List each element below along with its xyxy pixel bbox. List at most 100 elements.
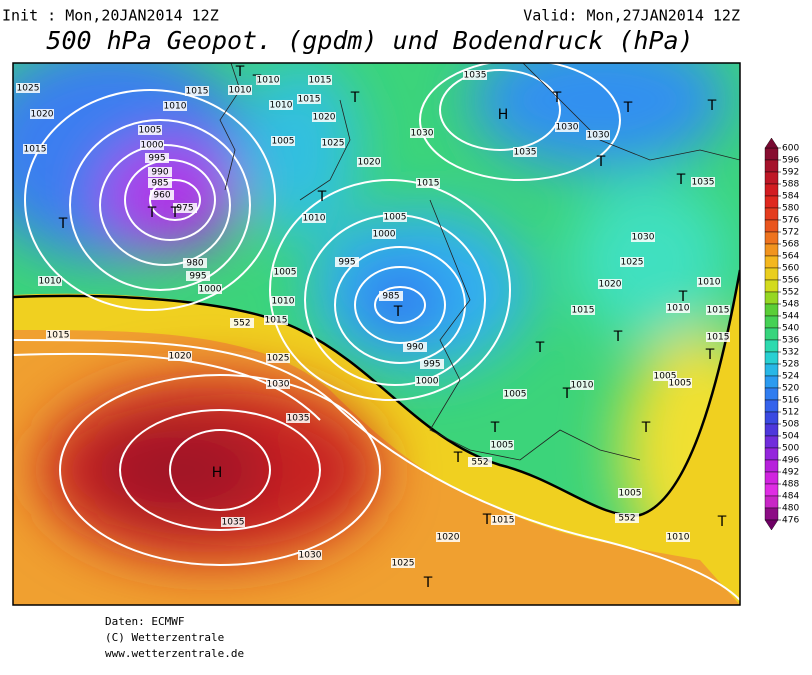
label-bg [555, 122, 579, 132]
label-bg [163, 101, 187, 111]
colorbar-tick-label: 588 [782, 180, 799, 190]
isobar-label: 1015 [309, 76, 332, 86]
label-bg [416, 178, 440, 188]
label-bg [631, 232, 655, 242]
label-bg [308, 75, 332, 85]
isobar-label: 985 [151, 179, 168, 189]
isobar-label: 1005 [272, 137, 295, 147]
label-bg [168, 351, 192, 361]
isobar-label: 995 [189, 272, 206, 282]
label-bg [571, 305, 595, 315]
isobar-label: 1035 [464, 71, 487, 81]
isobar-label: 1020 [358, 158, 381, 168]
label-bg [183, 258, 207, 268]
colorbar-tick-label: 552 [782, 288, 799, 298]
pressure-center: H [212, 465, 223, 481]
isobar-label: 1000 [199, 285, 222, 295]
isobar-label: 1010 [257, 76, 280, 86]
colorbar-tick-label: 532 [782, 348, 799, 358]
label-bg [198, 284, 222, 294]
footer-line: www.wetterzentrale.de [105, 647, 244, 660]
isobar-label: 985 [382, 292, 399, 302]
label-bg [383, 212, 407, 222]
isobar-label: 1025 [17, 84, 40, 94]
colorbar-tick-label: 492 [782, 468, 799, 478]
colorbar-cell [764, 171, 779, 185]
label-bg [653, 371, 677, 381]
label-bg [598, 279, 622, 289]
pressure-center: T [705, 347, 715, 363]
label-bg [185, 86, 209, 96]
label-bg [436, 532, 460, 542]
colorbar-tick-label: 584 [782, 192, 799, 202]
map-frame [12, 62, 741, 606]
label-bg [186, 271, 210, 281]
colorbar-cell [764, 387, 779, 401]
isobar-label: 1030 [556, 123, 579, 133]
isobar-label: 995 [148, 154, 165, 164]
colorbar-cap [764, 137, 779, 149]
label-bg [666, 532, 690, 542]
isobar-label: 980 [186, 259, 203, 269]
colorbar-cell [764, 279, 779, 293]
pressure-center: T [552, 90, 562, 106]
isobar-label: 1010 [229, 86, 252, 96]
pressure-center: T [482, 512, 492, 528]
label-bg [379, 291, 403, 301]
isobar-label: 1025 [621, 258, 644, 268]
label-bg [491, 515, 515, 525]
isobar-label: 1005 [504, 390, 527, 400]
colorbar-cell [764, 423, 779, 437]
colorbar-cap [764, 519, 779, 531]
colorbar-tick-label: 596 [782, 156, 799, 166]
isobar-label: 1010 [667, 304, 690, 314]
colorbar-tick-label: 592 [782, 168, 799, 178]
colorbar-tick-label: 508 [782, 420, 799, 430]
colorbar-tick-label: 580 [782, 204, 799, 214]
label-bg [140, 140, 164, 150]
colorbar-tick-label: 484 [782, 492, 799, 502]
colorbar-cell [764, 375, 779, 389]
label-bg [173, 203, 197, 213]
pressure-center: H [498, 107, 509, 123]
label-bg [691, 177, 715, 187]
colorbar-cell [764, 207, 779, 221]
label-bg [16, 83, 40, 93]
label-bg [23, 144, 47, 154]
label-bg [221, 517, 245, 527]
isobar-label: 990 [151, 168, 168, 178]
footer-line: Daten: ECMWF [105, 615, 184, 628]
colorbar-tick-label: 480 [782, 504, 799, 514]
isobar-label: 1030 [411, 129, 434, 139]
init-time: Init : Mon,20JAN2014 12Z [2, 7, 219, 25]
colorbar-cell [764, 495, 779, 509]
colorbar-tick-label: 528 [782, 360, 799, 370]
isobar-label: 1015 [707, 333, 730, 343]
isobar-label: 1015 [417, 179, 440, 189]
label-bg [256, 75, 280, 85]
isobar-label: 1015 [186, 87, 209, 97]
isobar-label: 995 [423, 360, 440, 370]
colorbar-cell [764, 447, 779, 461]
isobar-label: 1020 [31, 110, 54, 120]
pressure-center: T [317, 189, 327, 205]
colorbar-cell [764, 183, 779, 197]
isobar-label: 1005 [384, 213, 407, 223]
label-bg [335, 257, 359, 267]
label-bg [372, 229, 396, 239]
colorbar-cell [764, 459, 779, 473]
label-bg [312, 112, 336, 122]
label-bg [570, 380, 594, 390]
isobar-label: 552 [233, 319, 250, 329]
isobar-label: 1035 [222, 518, 245, 528]
label-bg [148, 167, 172, 177]
label-bg [297, 94, 321, 104]
pressure-center: T [707, 98, 717, 114]
label-bg [302, 213, 326, 223]
isobar-label: 960 [153, 191, 170, 201]
colorbar-cell [764, 315, 779, 329]
label-bg [228, 85, 252, 95]
pressure-center: T [490, 420, 500, 436]
isobar-label: 1020 [599, 280, 622, 290]
colorbar-cell [764, 363, 779, 377]
